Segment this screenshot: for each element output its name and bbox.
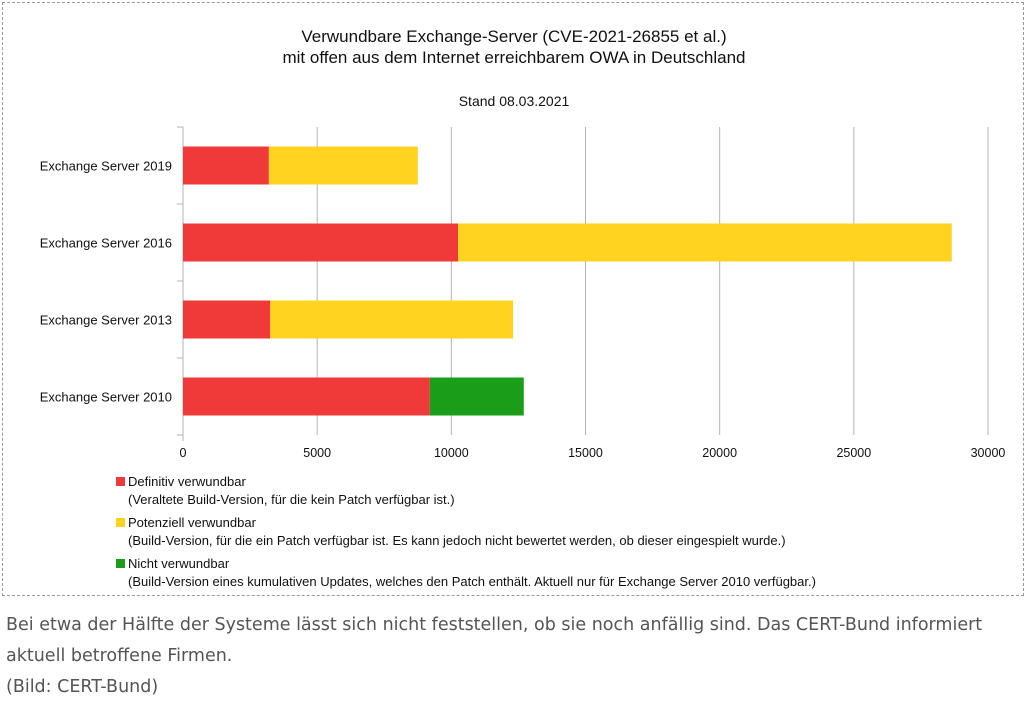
bar-segment	[458, 223, 952, 262]
category-label: Exchange Server 2010	[40, 390, 172, 405]
bar-segment	[429, 377, 524, 416]
legend-label: Definitiv verwundbar	[128, 474, 246, 489]
chart-title: Verwundbare Exchange-Server (CVE-2021-26…	[301, 27, 726, 46]
legend-label: Potenziell verwundbar	[128, 515, 257, 530]
x-tick-label: 5000	[303, 446, 331, 460]
bar-segment	[183, 377, 430, 416]
x-tick-label: 10000	[434, 446, 469, 460]
bar-segment	[183, 300, 271, 339]
bar-segment	[270, 300, 514, 339]
chart-subtitle: Stand 08.03.2021	[459, 93, 570, 109]
category-label: Exchange Server 2019	[40, 159, 172, 174]
legend-label: Nicht verwundbar	[128, 556, 230, 571]
x-tick-label: 25000	[836, 446, 871, 460]
bar-segment	[183, 146, 269, 185]
x-tick-label: 20000	[702, 446, 737, 460]
x-tick-label: 30000	[971, 446, 1006, 460]
legend-swatch	[116, 518, 125, 527]
legend-swatch	[116, 477, 125, 486]
bar-segment	[183, 223, 459, 262]
caption-text: Bei etwa der Hälfte der Systeme lässt si…	[6, 615, 983, 666]
category-label: Exchange Server 2013	[40, 313, 172, 328]
chart-title-line2: mit offen aus dem Internet erreichbarem …	[282, 48, 745, 67]
category-label: Exchange Server 2016	[40, 236, 172, 251]
legend-note: (Build-Version, für die ein Patch verfüg…	[128, 533, 786, 548]
legend-note: (Build-Version eines kumulativen Updates…	[128, 574, 816, 589]
bar-segment	[268, 146, 418, 185]
x-tick-label: 15000	[568, 446, 603, 460]
x-tick-label: 0	[180, 446, 187, 460]
legend-swatch	[116, 559, 125, 568]
figure-caption: Bei etwa der Hälfte der Systeme lässt si…	[6, 610, 1016, 703]
caption-credit: (Bild: CERT-Bund)	[6, 677, 159, 697]
legend-note: (Veraltete Build-Version, für die kein P…	[128, 492, 455, 507]
bar-chart: Verwundbare Exchange-Server (CVE-2021-26…	[40, 27, 1006, 589]
